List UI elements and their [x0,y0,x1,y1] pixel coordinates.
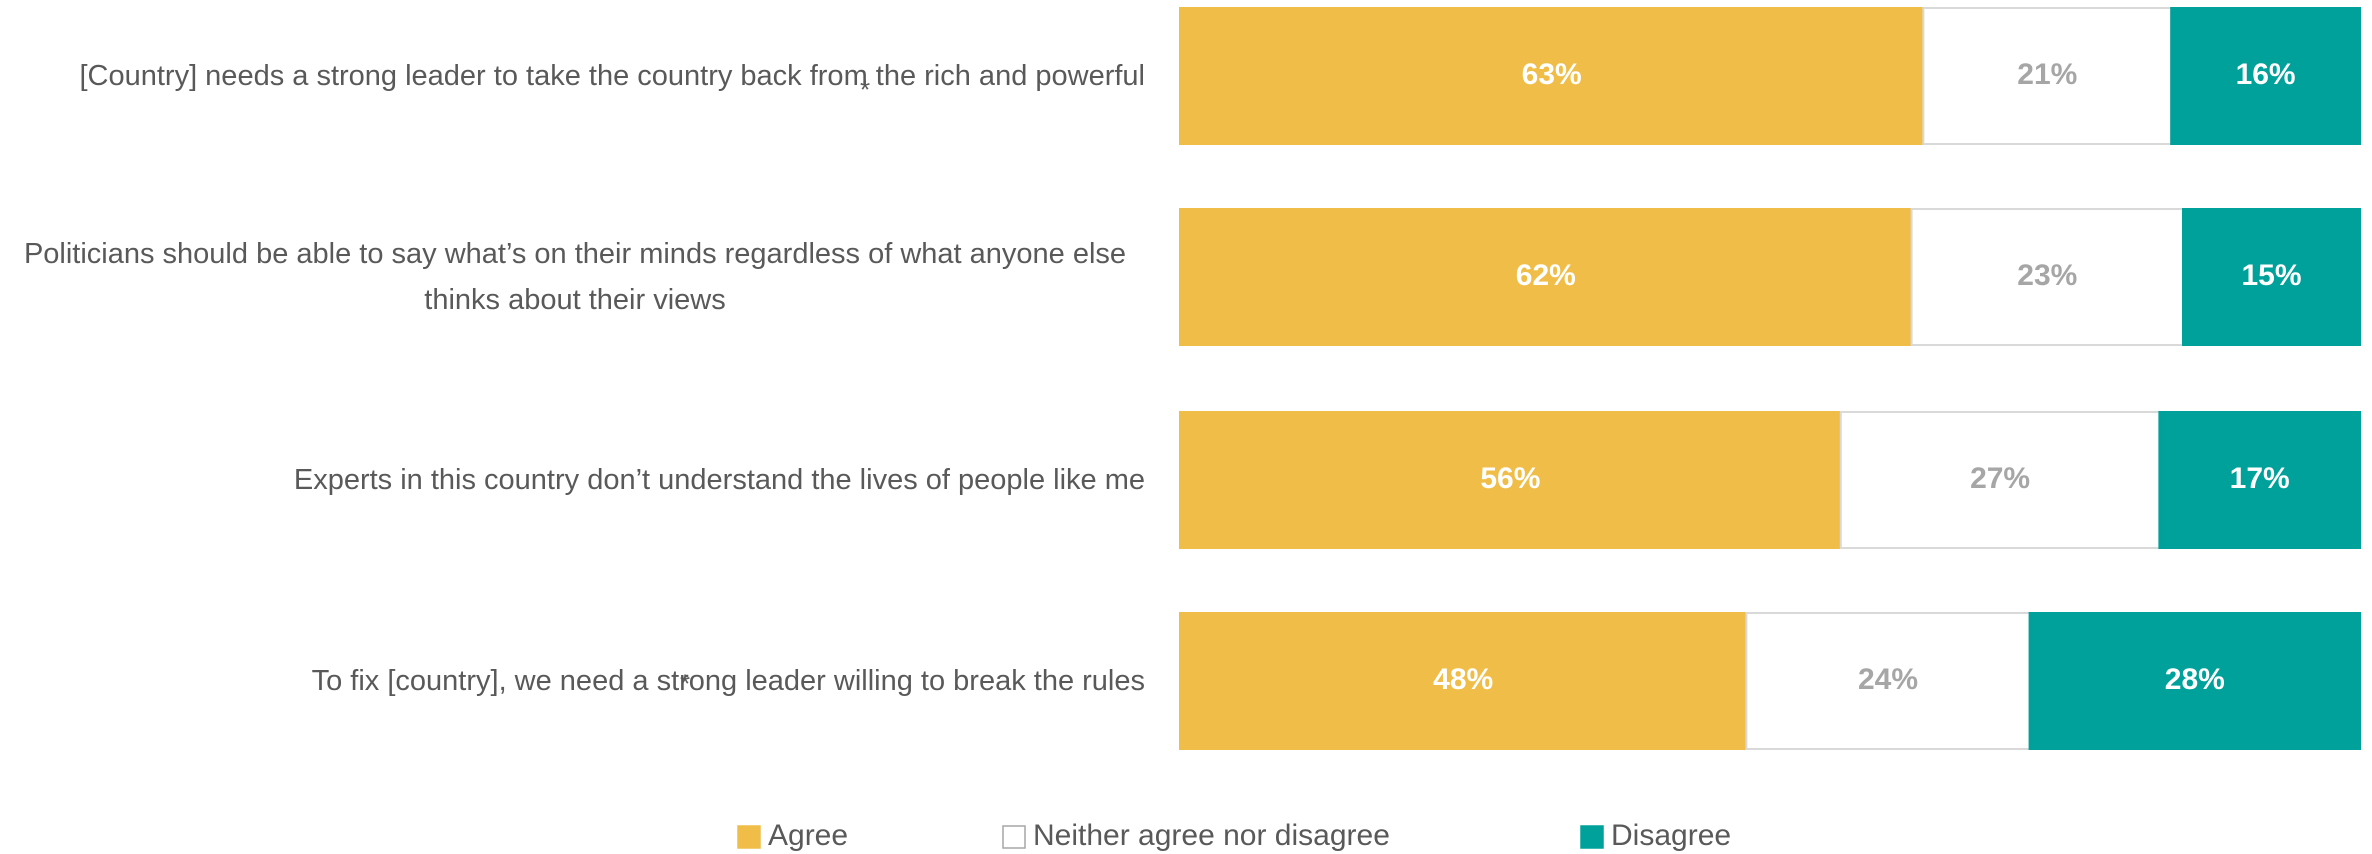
bar-segment [1179,7,1925,145]
legend-label: Agree [768,819,848,852]
legend-swatch [1580,825,1604,849]
value-label: 15% [2241,259,2301,292]
bar-segment [1179,411,1842,549]
category-label: Politicians should be able to say what’s… [0,231,1145,323]
category-label-text: Politicians should be able to say what’s… [23,238,1127,316]
value-label: 62% [1516,259,1576,292]
bar-segment [1922,7,2173,145]
annotation: * [679,668,691,699]
bar-segment [1179,612,1748,750]
value-label: 23% [2017,259,2077,292]
legend-swatch [737,825,761,849]
bar-segment [1179,208,1913,346]
legend-label: Neither agree nor disagree [1033,819,1390,852]
value-label: 21% [2017,58,2077,91]
value-label: 16% [2236,58,2296,91]
value-label: 56% [1480,462,1540,495]
category-label-text: To fix [country], we need a strong leade… [311,665,1145,697]
value-label: 63% [1522,58,1582,91]
category-label: [Country] needs a strong leader to take … [0,53,1145,99]
value-label: 24% [1858,663,1918,696]
legend-swatch [1002,825,1026,849]
category-label: To fix [country], we need a strong leade… [0,658,1145,704]
category-label: Experts in this country don’t understand… [0,457,1145,503]
bar-segment [2158,411,2361,549]
value-label: 28% [2165,663,2225,696]
category-label-text: [Country] needs a strong leader to take … [79,60,1145,92]
value-label: 48% [1433,663,1493,696]
value-label: 17% [2230,462,2290,495]
bar-segment [2028,612,2361,750]
legend-label: Disagree [1611,819,1731,852]
bar-segment [1910,208,2184,346]
category-label-text: Experts in this country don’t understand… [293,464,1145,496]
value-label: 27% [1970,462,2030,495]
bar-segment [2182,208,2361,346]
bar-segment [2170,7,2361,145]
bar-segment [1839,411,2161,549]
annotation: * [859,74,871,105]
